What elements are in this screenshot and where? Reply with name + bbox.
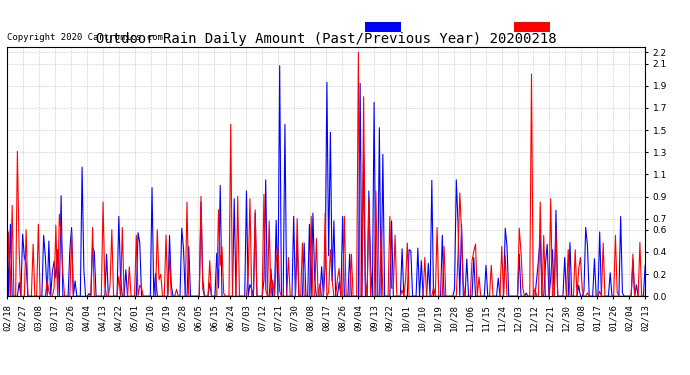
Title: Outdoor Rain Daily Amount (Past/Previous Year) 20200218: Outdoor Rain Daily Amount (Past/Previous…: [96, 32, 556, 46]
Text: Copyright 2020 Cartronics.com: Copyright 2020 Cartronics.com: [7, 33, 163, 42]
Legend: Previous  (Inches), Past  (Inches): Previous (Inches), Past (Inches): [363, 20, 640, 34]
